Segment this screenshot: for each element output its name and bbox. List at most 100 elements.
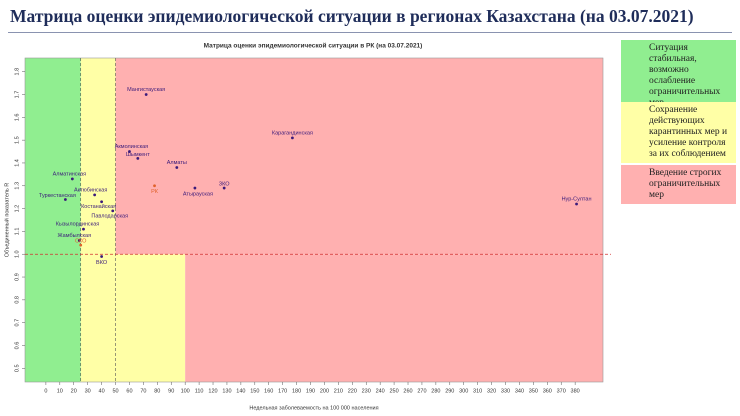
point-label: СКО [75, 239, 87, 245]
point-label: Атырауская [183, 192, 213, 198]
x-tick-label: 130 [222, 388, 231, 394]
x-tick-label: 210 [334, 388, 343, 394]
point [144, 93, 148, 96]
x-tick-label: 350 [529, 388, 538, 394]
point-label: ВКО [96, 260, 108, 266]
y-axis-label: Объединенный показатель R [3, 183, 10, 258]
point [175, 166, 179, 169]
x-tick-label: 50 [112, 388, 118, 394]
x-tick-label: 220 [348, 388, 357, 394]
point-label: Кызылординская [56, 222, 100, 228]
point [70, 177, 74, 181]
point [222, 186, 226, 190]
point [111, 209, 115, 213]
point [136, 156, 140, 160]
point [82, 227, 85, 231]
y-tick-label: 0.6 [14, 342, 20, 350]
zone [80, 58, 116, 382]
point [128, 150, 131, 153]
y-tick-label: 0.9 [14, 273, 20, 281]
legend-swatch [621, 165, 643, 204]
legend-item: Ситуация стабильная, возможно ослабление… [621, 40, 736, 112]
x-axis-label: Недельная заболеваемость на 100 000 насе… [249, 405, 378, 411]
x-tick-label: 0 [44, 388, 47, 394]
legend-item: Введение строгих ограничительных мер [621, 165, 736, 204]
point-label: Алматы [167, 160, 187, 166]
legend-text: Ситуация стабильная, возможно ослабление… [643, 40, 736, 112]
legend-swatch [621, 102, 643, 163]
y-tick-label: 1.3 [14, 182, 20, 190]
y-tick-label: 1.7 [14, 91, 20, 99]
point [93, 193, 97, 197]
point [63, 198, 67, 201]
y-tick-label: 0.7 [14, 319, 20, 327]
x-tick-label: 380 [571, 388, 580, 394]
x-tick-label: 60 [126, 388, 132, 394]
x-tick-label: 30 [85, 388, 91, 394]
x-tick-label: 200 [320, 388, 329, 394]
x-tick-label: 160 [264, 388, 273, 394]
x-tick-label: 110 [195, 388, 204, 394]
x-tick-label: 20 [71, 388, 77, 394]
y-tick-label: 1.4 [14, 159, 20, 167]
x-tick-label: 140 [236, 388, 245, 394]
y-tick-label: 1.5 [14, 136, 20, 144]
x-tick-label: 370 [557, 388, 566, 394]
x-tick-label: 240 [376, 388, 385, 394]
legend-text: Сохранение действующих карантинных мер и… [643, 102, 736, 163]
x-tick-label: 100 [181, 388, 190, 394]
point-label: Жамбылская [58, 233, 92, 239]
y-tick-label: 1.1 [14, 228, 20, 236]
x-tick-label: 170 [278, 388, 287, 394]
point [575, 202, 578, 206]
zone [25, 58, 81, 382]
x-tick-label: 340 [515, 388, 524, 394]
x-tick-label: 80 [154, 388, 160, 394]
point [79, 243, 83, 247]
x-tick-label: 330 [501, 388, 510, 394]
x-tick-label: 310 [473, 388, 482, 394]
point [153, 184, 156, 188]
point [100, 255, 104, 258]
x-tick-label: 120 [208, 388, 217, 394]
point [193, 186, 197, 190]
x-tick-label: 250 [389, 388, 398, 394]
legend-item: Сохранение действующих карантинных мер и… [621, 102, 736, 163]
chart-title: Матрица оценки эпидемиологической ситуац… [204, 42, 423, 50]
x-tick-label: 280 [431, 388, 440, 394]
x-tick-label: 360 [543, 388, 552, 394]
point-label: Алматинская [53, 171, 87, 177]
x-tick-label: 40 [99, 388, 105, 394]
y-tick-label: 1.8 [14, 68, 20, 76]
x-tick-label: 150 [250, 388, 259, 394]
x-tick-label: 260 [403, 388, 412, 394]
point-label: Нур-Султан [562, 196, 592, 202]
zone [115, 58, 603, 255]
legend-swatch [621, 40, 643, 112]
y-tick-label: 0.5 [14, 364, 20, 372]
title-rule [8, 32, 732, 33]
point-label: РК [151, 189, 159, 195]
point-label: Актюбинская [74, 187, 107, 193]
y-tick-label: 1.2 [14, 205, 20, 213]
x-tick-label: 10 [57, 388, 63, 394]
y-tick-label: 1.6 [14, 113, 20, 121]
slide-title: Матрица оценки эпидемиологической ситуац… [10, 6, 694, 26]
x-tick-label: 190 [306, 388, 315, 394]
point-label: Павлодарская [91, 213, 128, 219]
x-tick-label: 90 [168, 388, 174, 394]
y-tick-label: 1.0 [14, 250, 20, 258]
chart: Матрица оценки эпидемиологической ситуац… [3, 42, 611, 411]
point-label: Акмолинская [115, 144, 148, 150]
x-tick-label: 290 [445, 388, 454, 394]
y-tick-label: 0.8 [14, 296, 20, 304]
zone [185, 254, 603, 382]
point-label: ЗКО [219, 182, 230, 188]
point-label: Мангистауская [127, 87, 165, 93]
point-label: Костанайская [81, 203, 116, 210]
x-tick-label: 300 [459, 388, 468, 394]
point [291, 136, 294, 140]
x-tick-label: 270 [417, 388, 426, 394]
plot-frame [24, 57, 604, 383]
